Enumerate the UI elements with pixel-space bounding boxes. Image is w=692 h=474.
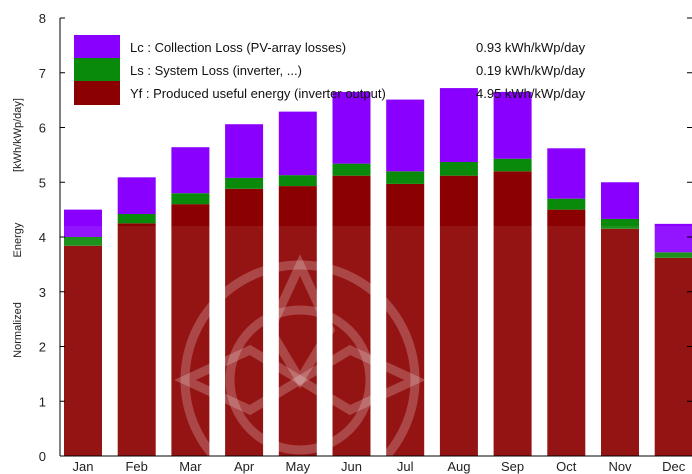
x-tick-label-aug: Aug [447,459,470,474]
bar-lc-nov [601,182,639,219]
bar-lc-feb [117,177,156,215]
bar-yf-sep [493,171,532,457]
bar-yf-feb [117,223,156,456]
bar-yf-dec [654,257,692,456]
bar-ls-jan [64,237,102,246]
bar-ls-nov [601,218,639,229]
watermark-emblem [174,254,426,474]
y-tick-label: 0 [39,449,46,464]
bar-yf-aug [439,175,478,456]
x-tick-label-mar: Mar [179,459,202,474]
legend-swatch-lc [74,35,120,59]
x-tick-label-jul: Jul [397,459,414,474]
y-tick-label: 8 [39,11,46,26]
bar-yf-jul [386,183,425,456]
y-axis-title-part: Energy [12,222,24,257]
bar-lc-may [278,111,317,176]
bar-lc-jan [64,209,102,237]
bars-layer [64,88,692,457]
x-tick-label-nov: Nov [608,459,632,474]
bar-lc-oct [547,148,586,199]
bar-lc-sep [493,91,532,159]
y-tick-label: 6 [39,121,46,136]
bar-ls-aug [439,161,478,176]
bar-lc-jul [386,99,425,172]
watermark-band [60,226,692,456]
bar-ls-jul [386,171,425,184]
bar-yf-mar [171,204,210,456]
bar-ls-oct [547,198,586,210]
bar-lc-jun [332,91,371,164]
x-tick-label-dec: Dec [662,459,686,474]
x-tick-label-oct: Oct [556,459,577,474]
bar-ls-sep [493,158,532,172]
x-tick-label-feb: Feb [125,459,147,474]
y-tick-label: 2 [39,340,46,355]
bar-lc-dec [654,223,692,253]
y-tick-label: 7 [39,66,46,81]
bar-lc-apr [225,124,264,178]
bar-ls-mar [171,193,210,205]
bar-lc-aug [439,88,478,162]
bar-ls-apr [225,177,264,189]
legend-swatch-yf [74,81,120,105]
y-axis-title-part: Normalized [12,302,24,358]
y-tick-label: 5 [39,175,46,190]
x-tick-label-apr: Apr [234,459,255,474]
legend-value-lc: 0.93 kWh/kWp/day [476,40,586,55]
bar-lc-mar [171,147,210,194]
y-tick-label: 3 [39,285,46,300]
bar-ls-dec [654,252,692,258]
bar-yf-oct [547,209,586,456]
legend-value-yf: 4.95 kWh/kWp/day [476,86,586,101]
x-tick-label-sep: Sep [501,459,524,474]
x-tick-label-may: May [286,459,311,474]
legend-label-yf: Yf : Produced useful energy (inverter ou… [130,86,386,101]
bar-yf-jun [332,175,371,456]
legend-value-ls: 0.19 kWh/kWp/day [476,63,586,78]
bar-ls-may [278,175,317,187]
watermark-overlay [60,226,692,474]
bar-yf-jan [64,245,102,456]
x-tick-label-jun: Jun [341,459,362,474]
bar-ls-feb [117,214,156,224]
bar-yf-may [278,186,317,456]
legend: Lc : Collection Loss (PV-array losses) 0.… [74,35,586,105]
legend-swatch-ls [74,58,120,82]
bar-yf-nov [601,228,639,456]
y-axis-title: Normalized Energy [kWh/kWp/day] [12,98,24,358]
y-axis-title-part: [kWh/kWp/day] [12,98,24,172]
bar-ls-jun [332,163,371,176]
x-tick-labels: Jan Feb Mar Apr May Jun Jul Aug Sep Oct Nov Dec [73,459,686,474]
axes-layer: 0 1 2 3 4 5 6 7 8 [39,11,692,464]
x-tick-label-jan: Jan [73,459,94,474]
legend-label-lc: Lc : Collection Loss (PV-array losses) [130,40,346,55]
y-tick-label: 4 [39,230,46,245]
legend-label-ls: Ls : System Loss (inverter, ...) [130,63,302,78]
y-tick-label: 1 [39,394,46,409]
bar-yf-apr [225,188,264,456]
